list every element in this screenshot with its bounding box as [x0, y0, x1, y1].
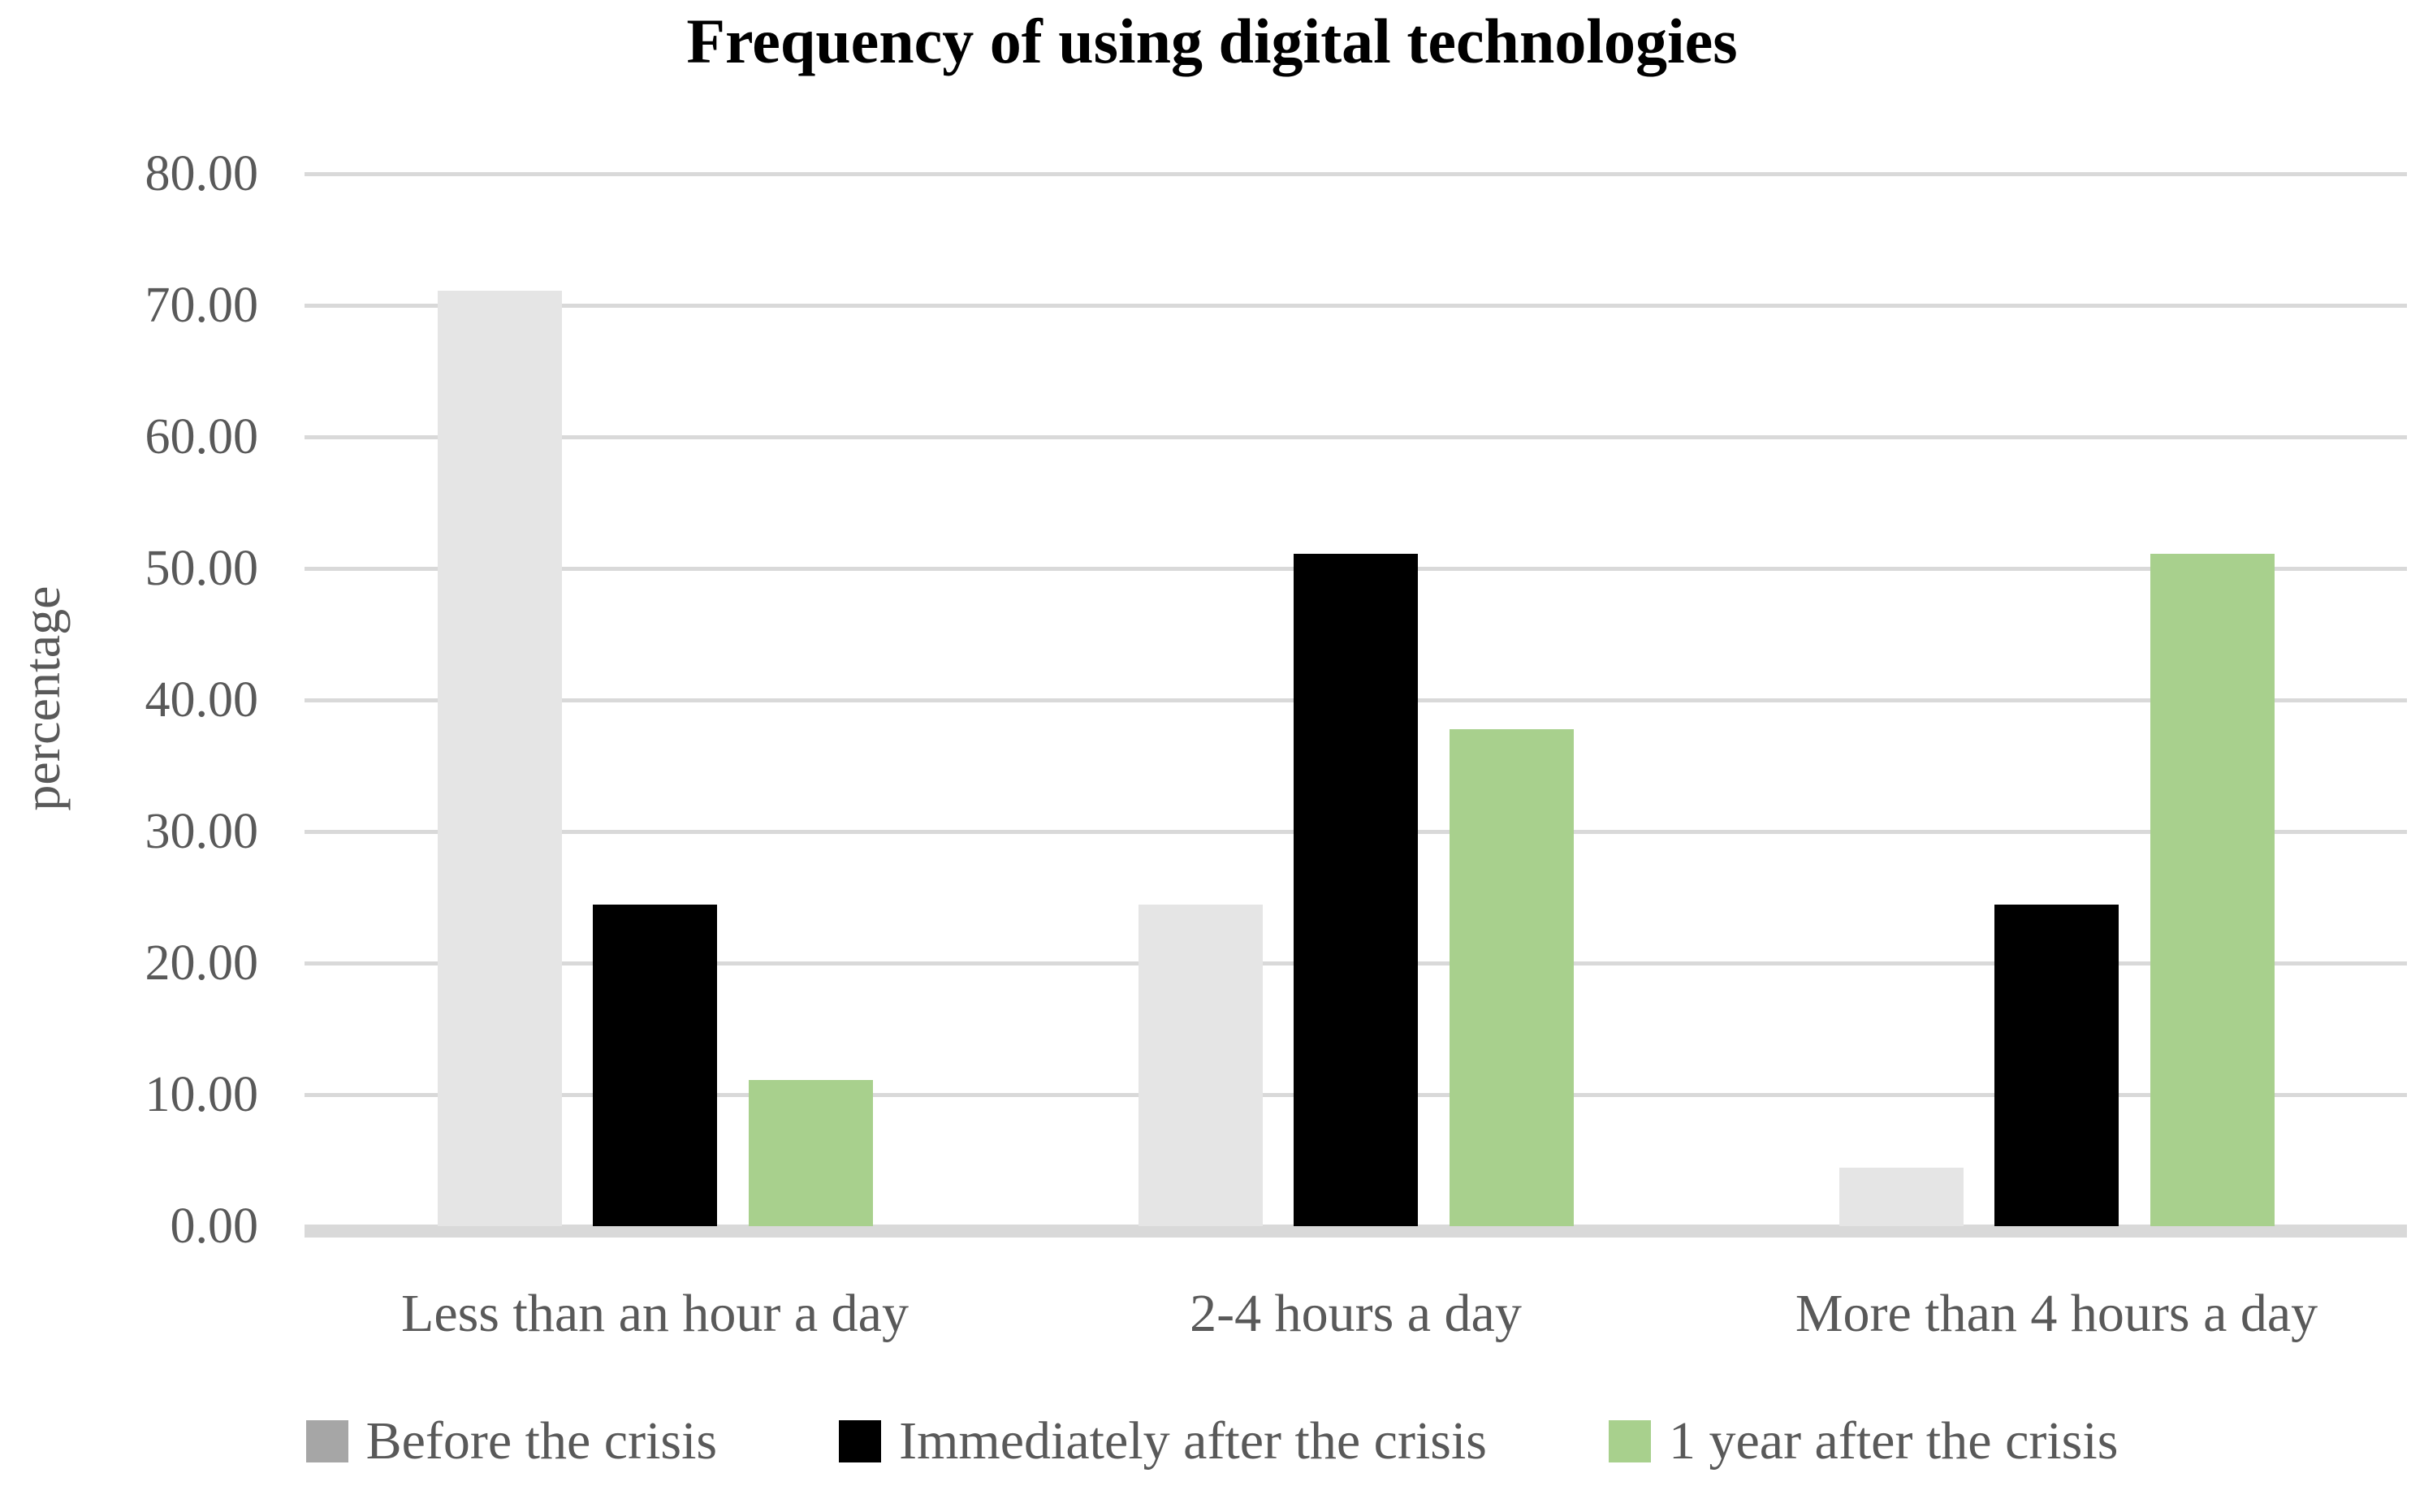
y-tick-label: 50.00 [145, 541, 259, 596]
gridline [305, 303, 2407, 308]
chart-title: Frequency of using digital technologies [686, 6, 1738, 76]
bar [2150, 554, 2275, 1226]
y-tick-label: 20.00 [145, 935, 259, 991]
plot-area [305, 171, 2407, 1238]
y-tick-label: 70.00 [145, 278, 259, 333]
legend: Before the crisis Immediately after the c… [0, 1415, 2424, 1468]
y-tick-label: 30.00 [145, 804, 259, 859]
y-tick-label: 60.00 [145, 409, 259, 464]
legend-swatch-icon [305, 1420, 348, 1462]
bar [593, 905, 717, 1226]
legend-swatch-icon [1608, 1420, 1651, 1462]
legend-item: 1 year after the crisis [1608, 1411, 2119, 1471]
legend-label: Immediately after the crisis [899, 1411, 1487, 1471]
x-axis-line [305, 1226, 2407, 1238]
bar [1294, 554, 1418, 1226]
category-label: More than 4 hours a day [1795, 1284, 2318, 1343]
legend-item: Immediately after the crisis [839, 1415, 1487, 1468]
gridline [305, 434, 2407, 439]
bar [748, 1080, 873, 1226]
bar [1994, 905, 2119, 1226]
legend-item: Before the crisis [305, 1411, 718, 1471]
bar [1449, 728, 1574, 1226]
y-tick-label: 80.00 [145, 146, 259, 201]
bar [1839, 1168, 1964, 1226]
y-tick-label: 40.00 [145, 672, 259, 728]
legend-swatch-icon [839, 1420, 882, 1462]
bar [437, 291, 562, 1226]
category-label: Less than an hour a day [401, 1284, 909, 1343]
gridline [305, 171, 2407, 176]
y-tick-label: 0.00 [170, 1199, 259, 1254]
bar [1138, 905, 1263, 1226]
legend-label: Before the crisis [365, 1411, 718, 1471]
y-tick-label: 10.00 [145, 1067, 259, 1122]
category-label: 2-4 hours a day [1190, 1284, 1522, 1343]
legend-label: 1 year after the crisis [1668, 1411, 2119, 1471]
